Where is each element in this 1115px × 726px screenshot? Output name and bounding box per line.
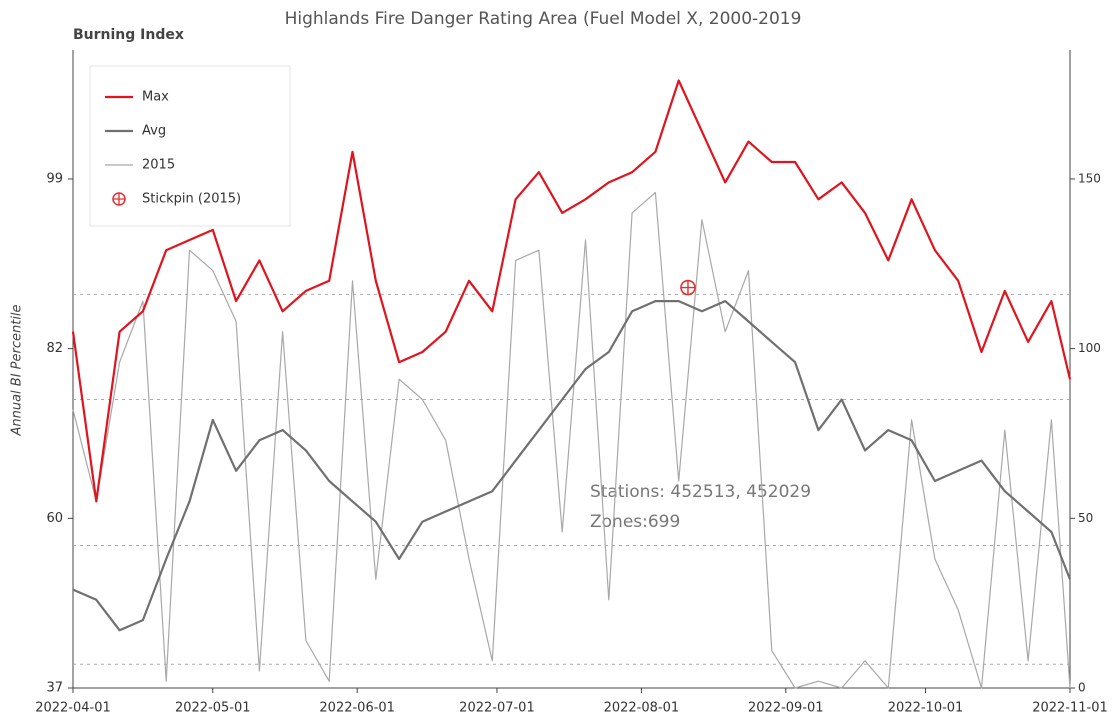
x-tick-label: 2022-04-01 bbox=[35, 701, 111, 716]
legend-label: Max bbox=[142, 90, 169, 105]
y-tick-label: 37 bbox=[46, 681, 63, 696]
legend-label: Stickpin (2015) bbox=[142, 192, 241, 207]
x-tick-label: 2022-10-01 bbox=[888, 701, 964, 716]
chart-title: Highlands Fire Danger Rating Area (Fuel … bbox=[285, 9, 802, 29]
x-tick-label: 2022-07-01 bbox=[459, 701, 535, 716]
y2-tick-label: 0 bbox=[1078, 681, 1086, 695]
y-tick-label: 60 bbox=[46, 511, 63, 526]
legend-label: 2015 bbox=[142, 158, 175, 173]
x-tick-label: 2022-09-01 bbox=[748, 701, 824, 716]
stickpin-cross bbox=[680, 280, 695, 295]
y2-tick-label: 100 bbox=[1078, 341, 1101, 355]
y-axis-label: Annual BI Percentile bbox=[10, 304, 25, 436]
x-tick-label: 2022-05-01 bbox=[175, 701, 251, 716]
y2-tick-label: 150 bbox=[1078, 171, 1101, 185]
series-line bbox=[72, 300, 1072, 632]
annotation: Zones:699 bbox=[590, 512, 680, 532]
annotation: Stations: 452513, 452029 bbox=[590, 482, 811, 502]
y-tick-label: 82 bbox=[46, 341, 63, 356]
x-tick-label: 2022-08-01 bbox=[604, 701, 680, 716]
x-tick-label: 2022-11-01 bbox=[1032, 701, 1108, 716]
legend-swatch bbox=[113, 193, 125, 205]
series-line bbox=[71, 79, 1072, 503]
y2-tick-label: 50 bbox=[1078, 511, 1093, 525]
legend-label: Avg bbox=[142, 124, 166, 139]
chart-subtitle: Burning Index bbox=[73, 27, 184, 43]
y-tick-label: 99 bbox=[46, 171, 63, 186]
x-tick-label: 2022-06-01 bbox=[319, 701, 395, 716]
